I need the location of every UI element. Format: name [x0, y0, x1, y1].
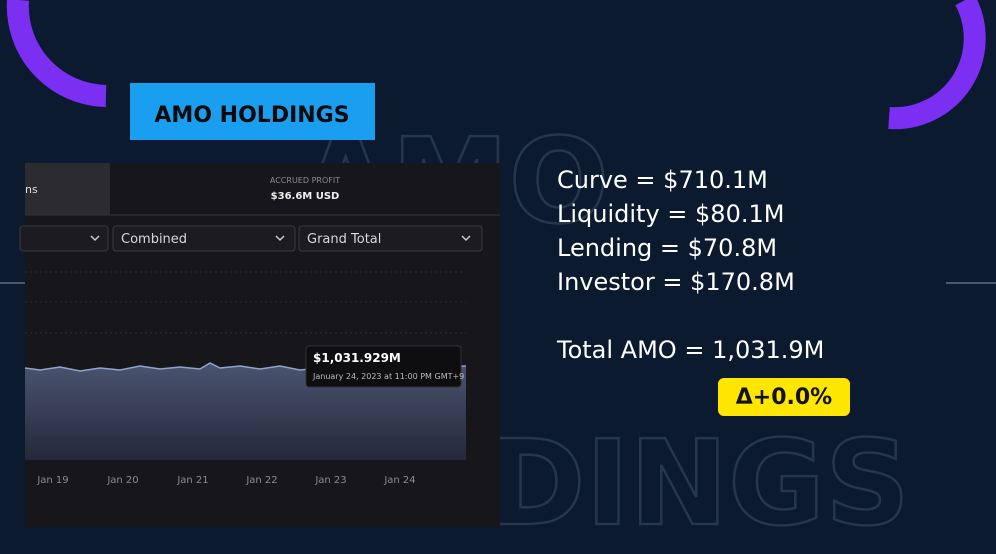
chevron: [90, 235, 100, 242]
title: AMO HOLDINGS: [154, 103, 349, 128]
dropdown[interactable]: [298, 225, 483, 252]
dropdown-label: Combined: [121, 232, 187, 247]
tooltip-date: January 24, 2023 at 11:00 PM GMT+9: [312, 372, 464, 381]
x-label: Jan 22: [245, 475, 277, 486]
stat-line: Curve = $710.1M: [557, 166, 768, 194]
panel: [25, 163, 500, 527]
dropdown[interactable]: [19, 225, 109, 252]
screenshot: ns ACCRUED PROFIT $36.6M USD Combined Gr…: [19, 163, 500, 527]
x-label: Jan 21: [176, 475, 208, 486]
chevron: [461, 235, 471, 242]
tab: [25, 163, 110, 215]
tooltip-value: $1,031.929M: [313, 351, 401, 365]
tooltip: [305, 345, 462, 388]
stat-line: Liquidity = $80.1M: [557, 200, 784, 228]
stat-total: Total AMO = 1,031.9M: [556, 336, 824, 364]
x-label: Jan 20: [106, 475, 138, 486]
x-label: Jan 24: [383, 475, 415, 486]
chevron: [275, 235, 285, 242]
accrued-value: $36.6M USD: [271, 191, 340, 202]
arc-right: [888, 0, 986, 130]
tab-label: ns: [25, 183, 38, 196]
dropdown[interactable]: [112, 225, 296, 252]
arc-left: [6, 0, 107, 107]
accrued-label: ACCRUED PROFIT: [270, 176, 340, 185]
stat-line: Lending = $70.8M: [557, 234, 777, 262]
dropdown-label: Grand Total: [307, 232, 381, 247]
x-label: Jan 19: [36, 475, 68, 486]
x-label: Jan 23: [314, 475, 346, 486]
change-badge: [718, 378, 850, 416]
title-badge: [130, 83, 375, 140]
stat-line: Investor = $170.8M: [557, 268, 795, 296]
change: Δ+0.0%: [736, 385, 832, 410]
